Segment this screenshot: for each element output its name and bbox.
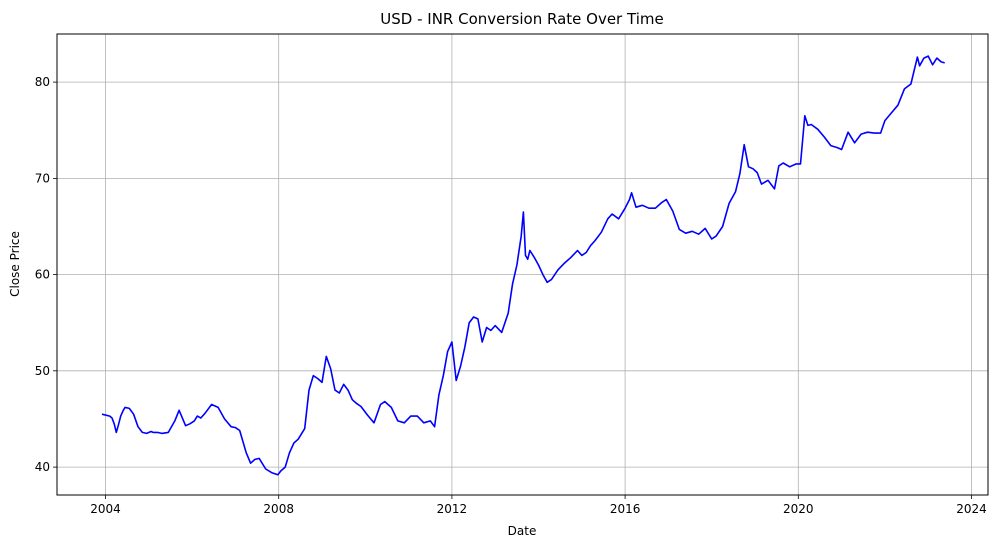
y-tick-label: 60 [35, 268, 50, 282]
chart-title: USD - INR Conversion Rate Over Time [380, 10, 663, 28]
y-axis-label: Close Price [8, 231, 22, 297]
x-tick-label: 2008 [263, 502, 294, 516]
y-tick-label: 40 [35, 460, 50, 474]
grid [57, 34, 988, 495]
series-line [101, 55, 945, 476]
ticks: 2004 2008 2012 2016 2020 2024 40 50 60 70 80 [35, 75, 987, 516]
x-tick-label: 2012 [437, 502, 468, 516]
series-layer [101, 55, 945, 476]
x-tick-label: 2020 [783, 502, 814, 516]
plot-frame [56, 33, 989, 496]
x-tick-label: 2024 [956, 502, 987, 516]
y-tick-label: 80 [35, 75, 50, 89]
y-tick-label: 70 [35, 171, 50, 185]
x-axis-label: Date [508, 524, 537, 538]
x-tick-label: 2004 [90, 502, 121, 516]
y-tick-label: 50 [35, 364, 50, 378]
x-tick-label: 2016 [610, 502, 641, 516]
